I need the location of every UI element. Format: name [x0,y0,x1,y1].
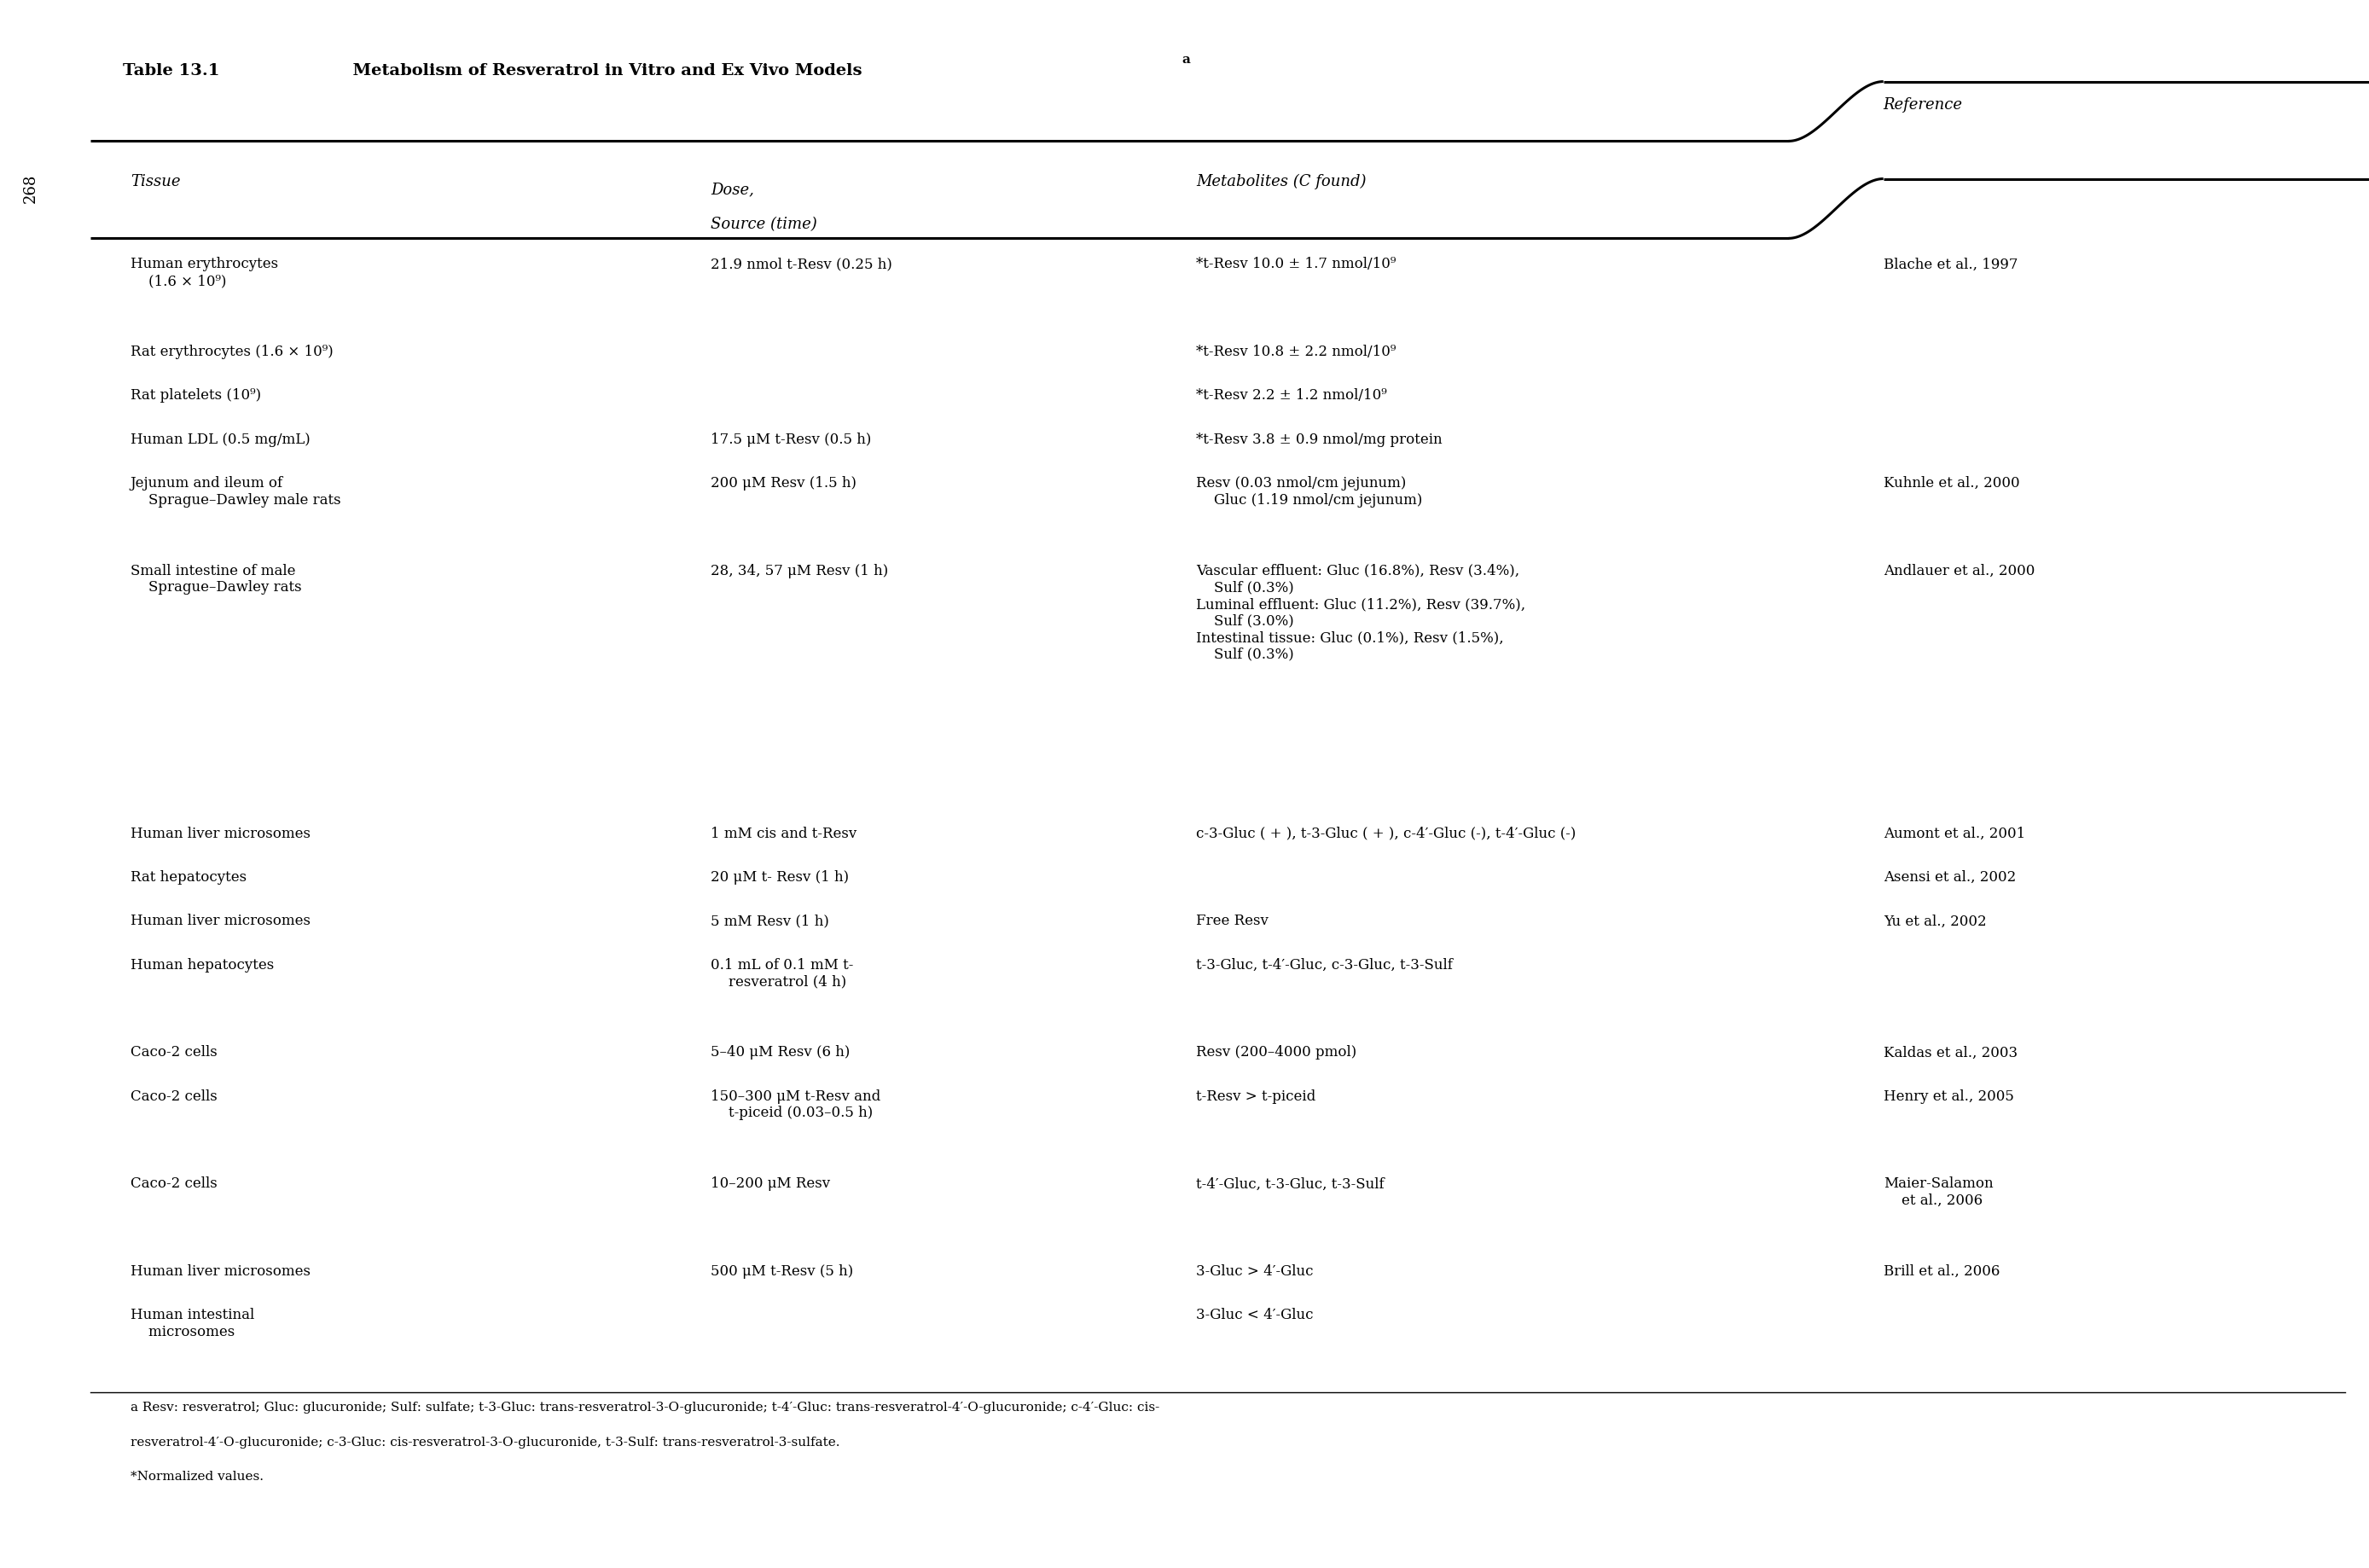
Text: Resv (200–4000 pmol): Resv (200–4000 pmol) [1196,1046,1357,1060]
Text: Andlauer et al., 2000: Andlauer et al., 2000 [1883,563,2035,579]
Text: Kuhnle et al., 2000: Kuhnle et al., 2000 [1883,477,2018,491]
Text: 200 μM Resv (1.5 h): 200 μM Resv (1.5 h) [711,477,858,491]
Text: Asensi et al., 2002: Asensi et al., 2002 [1883,870,2016,884]
Text: Human LDL (0.5 mg/mL): Human LDL (0.5 mg/mL) [130,433,310,447]
Text: Human erythrocytes
    (1.6 × 10⁹): Human erythrocytes (1.6 × 10⁹) [130,257,277,289]
Text: 10–200 μM Resv: 10–200 μM Resv [711,1176,829,1192]
Text: 5 mM Resv (1 h): 5 mM Resv (1 h) [711,914,829,928]
Text: Small intestine of male
    Sprague–Dawley rats: Small intestine of male Sprague–Dawley r… [130,563,301,594]
Text: Human intestinal
    microsomes: Human intestinal microsomes [130,1308,253,1339]
Text: t-3-Gluc, t-4′-Gluc, c-3-Gluc, t-3-Sulf: t-3-Gluc, t-4′-Gluc, c-3-Gluc, t-3-Sulf [1196,958,1452,972]
Text: t-4′-Gluc, t-3-Gluc, t-3-Sulf: t-4′-Gluc, t-3-Gluc, t-3-Sulf [1196,1176,1383,1192]
Text: *t-Resv 10.0 ± 1.7 nmol/10⁹: *t-Resv 10.0 ± 1.7 nmol/10⁹ [1196,257,1395,271]
Text: Metabolites (C found): Metabolites (C found) [1196,174,1367,190]
Text: resveratrol-4′-O-glucuronide; c-3-Gluc: cis-resveratrol-3-O-glucuronide, t-3-Sul: resveratrol-4′-O-glucuronide; c-3-Gluc: … [130,1436,839,1449]
Text: Free Resv: Free Resv [1196,914,1270,928]
Text: Blache et al., 1997: Blache et al., 1997 [1883,257,2018,271]
Text: Rat erythrocytes (1.6 × 10⁹): Rat erythrocytes (1.6 × 10⁹) [130,345,334,359]
Text: Henry et al., 2005: Henry et al., 2005 [1883,1090,2014,1104]
Text: c-3-Gluc ( + ), t-3-Gluc ( + ), c-4′-Gluc (-), t-4′-Gluc (-): c-3-Gluc ( + ), t-3-Gluc ( + ), c-4′-Glu… [1196,826,1575,840]
Text: a: a [1182,53,1192,66]
Text: Human liver microsomes: Human liver microsomes [130,1264,310,1279]
Text: 21.9 nmol t-Resv (0.25 h): 21.9 nmol t-Resv (0.25 h) [711,257,893,271]
Text: Maier-Salamon
    et al., 2006: Maier-Salamon et al., 2006 [1883,1176,1992,1207]
Text: Source (time): Source (time) [711,216,817,232]
Text: Rat platelets (10⁹): Rat platelets (10⁹) [130,389,261,403]
Text: Brill et al., 2006: Brill et al., 2006 [1883,1264,1999,1279]
Text: 0.1 mL of 0.1 mM t-
    resveratrol (4 h): 0.1 mL of 0.1 mM t- resveratrol (4 h) [711,958,853,989]
Text: *t-Resv 2.2 ± 1.2 nmol/10⁹: *t-Resv 2.2 ± 1.2 nmol/10⁹ [1196,389,1388,403]
Text: 3-Gluc > 4′-Gluc: 3-Gluc > 4′-Gluc [1196,1264,1315,1279]
Text: 500 μM t-Resv (5 h): 500 μM t-Resv (5 h) [711,1264,853,1279]
Text: Vascular effluent: Gluc (16.8%), Resv (3.4%),
    Sulf (0.3%)
Luminal effluent: : Vascular effluent: Gluc (16.8%), Resv (3… [1196,563,1526,662]
Text: *Normalized values.: *Normalized values. [130,1471,263,1483]
Text: Caco-2 cells: Caco-2 cells [130,1176,218,1192]
Text: Yu et al., 2002: Yu et al., 2002 [1883,914,1985,928]
Text: 150–300 μM t-Resv and
    t-piceid (0.03–0.5 h): 150–300 μM t-Resv and t-piceid (0.03–0.5… [711,1090,881,1121]
Text: Metabolism of Resveratrol in Vitro and Ex Vivo Models: Metabolism of Resveratrol in Vitro and E… [341,63,862,78]
Text: 3-Gluc < 4′-Gluc: 3-Gluc < 4′-Gluc [1196,1308,1315,1323]
Text: Human liver microsomes: Human liver microsomes [130,826,310,840]
Text: *t-Resv 3.8 ± 0.9 nmol/mg protein: *t-Resv 3.8 ± 0.9 nmol/mg protein [1196,433,1443,447]
Text: Caco-2 cells: Caco-2 cells [130,1046,218,1060]
Text: 20 μM t- Resv (1 h): 20 μM t- Resv (1 h) [711,870,848,884]
Text: 5–40 μM Resv (6 h): 5–40 μM Resv (6 h) [711,1046,850,1060]
Text: Aumont et al., 2001: Aumont et al., 2001 [1883,826,2025,840]
Text: Resv (0.03 nmol/cm jejunum)
    Gluc (1.19 nmol/cm jejunum): Resv (0.03 nmol/cm jejunum) Gluc (1.19 n… [1196,477,1424,508]
Text: 1 mM cis and t-Resv: 1 mM cis and t-Resv [711,826,858,840]
Text: Table 13.1: Table 13.1 [123,63,220,78]
Text: Kaldas et al., 2003: Kaldas et al., 2003 [1883,1046,2018,1060]
Text: Jejunum and ileum of
    Sprague–Dawley male rats: Jejunum and ileum of Sprague–Dawley male… [130,477,341,508]
Text: Reference: Reference [1883,97,1962,113]
Text: Rat hepatocytes: Rat hepatocytes [130,870,246,884]
Text: Human hepatocytes: Human hepatocytes [130,958,275,972]
Text: t-Resv > t-piceid: t-Resv > t-piceid [1196,1090,1317,1104]
Text: Tissue: Tissue [130,174,180,190]
Text: Human liver microsomes: Human liver microsomes [130,914,310,928]
Text: 268: 268 [24,174,38,202]
Text: Caco-2 cells: Caco-2 cells [130,1090,218,1104]
Text: *t-Resv 10.8 ± 2.2 nmol/10⁹: *t-Resv 10.8 ± 2.2 nmol/10⁹ [1196,345,1395,359]
Text: 17.5 μM t-Resv (0.5 h): 17.5 μM t-Resv (0.5 h) [711,433,872,447]
Text: a Resv: resveratrol; Gluc: glucuronide; Sulf: sulfate; t-3-Gluc: trans-resveratr: a Resv: resveratrol; Gluc: glucuronide; … [130,1402,1158,1414]
Text: 28, 34, 57 μM Resv (1 h): 28, 34, 57 μM Resv (1 h) [711,563,888,579]
Text: Dose,: Dose, [711,182,753,198]
